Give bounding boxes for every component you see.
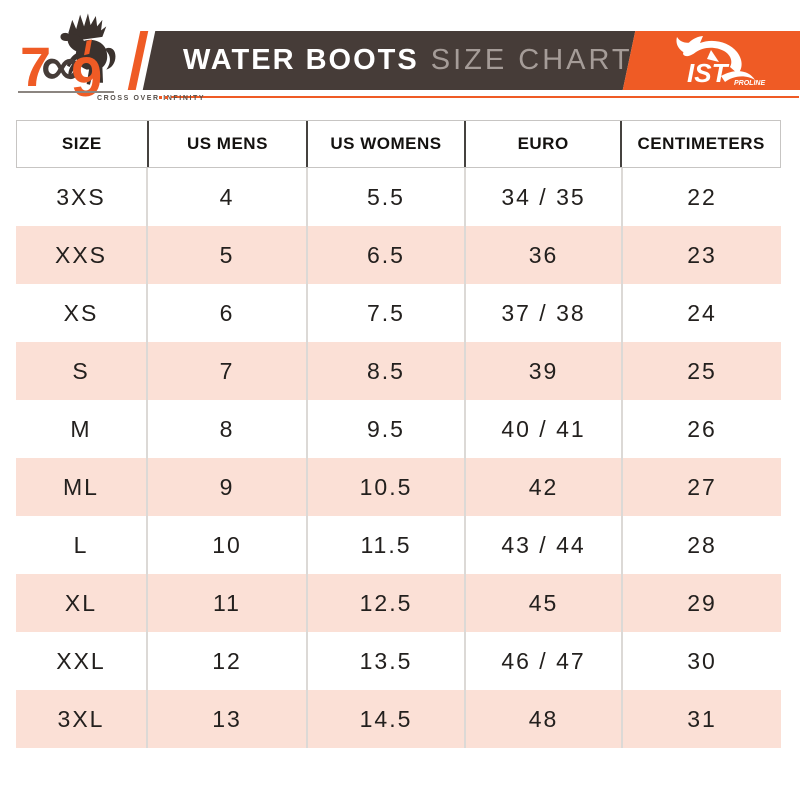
logo-underline bbox=[18, 91, 114, 93]
us-mens-cell: 13 bbox=[146, 690, 306, 748]
ist-proline-logo: IST PROLINE bbox=[676, 36, 765, 88]
us-womens-cell: 9.5 bbox=[306, 400, 464, 458]
table-row: ML 9 10.5 42 27 bbox=[16, 458, 781, 516]
us-mens-cell: 5 bbox=[146, 226, 306, 284]
size-cell: XXS bbox=[54, 241, 108, 268]
us-mens-cell: 9 bbox=[146, 458, 306, 516]
orange-divider-line bbox=[171, 96, 799, 98]
rearing-horse-icon bbox=[60, 13, 116, 85]
title-banner: WATER BOOTS SIZE CHART bbox=[142, 31, 636, 90]
brand-logo-709: 7 ∞ 9 bbox=[20, 34, 102, 105]
euro-cell: 39 bbox=[464, 342, 621, 400]
size-table: SIZE US MENS US WOMENS EURO CENTIMETERS … bbox=[16, 120, 781, 748]
us-womens-cell: 8.5 bbox=[306, 342, 464, 400]
euro-cell: 48 bbox=[464, 690, 621, 748]
size-cell: ML bbox=[63, 473, 99, 500]
us-womens-cell: 7.5 bbox=[306, 284, 464, 342]
table-body: 3XS 4 5.5 34 / 35 22 XXS 5 6.5 36 23 XS … bbox=[16, 168, 781, 748]
logo-digit-9: 9 bbox=[71, 45, 103, 109]
table-row: XS 6 7.5 37 / 38 24 bbox=[16, 284, 781, 342]
size-cell: 3XS bbox=[56, 183, 106, 210]
euro-cell: 36 bbox=[464, 226, 621, 284]
centimeters-cell: 30 bbox=[621, 632, 781, 690]
centimeters-cell: 22 bbox=[621, 168, 781, 226]
us-mens-cell: 7 bbox=[146, 342, 306, 400]
euro-cell: 37 / 38 bbox=[464, 284, 621, 342]
table-row: 3XL 13 14.5 48 31 bbox=[16, 690, 781, 748]
size-cell: 3XL bbox=[57, 705, 105, 732]
euro-cell: 40 / 41 bbox=[464, 400, 621, 458]
logo-digit-7: 7 bbox=[20, 35, 52, 99]
page-title-primary: WATER BOOTS bbox=[183, 44, 419, 76]
centimeters-cell: 29 bbox=[621, 574, 781, 632]
table-row: XXL 12 13.5 46 / 47 30 bbox=[16, 632, 781, 690]
us-mens-cell: 12 bbox=[146, 632, 306, 690]
table-row: L 10 11.5 43 / 44 28 bbox=[16, 516, 781, 574]
us-womens-cell: 12.5 bbox=[306, 574, 464, 632]
brand-tagline: CROSS OVER INFINITY bbox=[97, 95, 206, 102]
us-mens-cell: 4 bbox=[146, 168, 306, 226]
euro-cell: 34 / 35 bbox=[464, 168, 621, 226]
centimeters-cell: 24 bbox=[621, 284, 781, 342]
table-row: S 7 8.5 39 25 bbox=[16, 342, 781, 400]
ist-wordmark: IST bbox=[687, 58, 730, 88]
proline-wordmark: PROLINE bbox=[734, 80, 765, 87]
us-womens-cell: 6.5 bbox=[306, 226, 464, 284]
size-cell: XXL bbox=[56, 647, 106, 674]
size-cell: L bbox=[73, 531, 89, 558]
euro-cell: 43 / 44 bbox=[464, 516, 621, 574]
centimeters-cell: 28 bbox=[621, 516, 781, 574]
col-header-us-mens: US MENS bbox=[146, 121, 307, 167]
us-womens-cell: 13.5 bbox=[306, 632, 464, 690]
size-cell: S bbox=[72, 357, 90, 384]
us-mens-cell: 8 bbox=[146, 400, 306, 458]
table-row: XL 11 12.5 45 29 bbox=[16, 574, 781, 632]
col-header-size: SIZE bbox=[61, 134, 102, 153]
us-womens-cell: 11.5 bbox=[306, 516, 464, 574]
table-row: M 8 9.5 40 / 41 26 bbox=[16, 400, 781, 458]
accent-dots bbox=[159, 96, 168, 99]
us-mens-cell: 6 bbox=[146, 284, 306, 342]
us-mens-cell: 10 bbox=[146, 516, 306, 574]
centimeters-cell: 27 bbox=[621, 458, 781, 516]
size-cell: M bbox=[70, 415, 92, 442]
us-womens-cell: 14.5 bbox=[306, 690, 464, 748]
us-womens-cell: 10.5 bbox=[306, 458, 464, 516]
us-womens-cell: 5.5 bbox=[306, 168, 464, 226]
table-row: XXS 5 6.5 36 23 bbox=[16, 226, 781, 284]
col-header-centimeters: CENTIMETERS bbox=[620, 121, 780, 167]
centimeters-cell: 31 bbox=[621, 690, 781, 748]
col-header-us-womens: US WOMENS bbox=[306, 121, 464, 167]
centimeters-cell: 25 bbox=[621, 342, 781, 400]
euro-cell: 45 bbox=[464, 574, 621, 632]
leaping-dolphin-icon bbox=[676, 37, 692, 53]
centimeters-cell: 23 bbox=[621, 226, 781, 284]
centimeters-cell: 26 bbox=[621, 400, 781, 458]
euro-cell: 42 bbox=[464, 458, 621, 516]
table-header-row: SIZE US MENS US WOMENS EURO CENTIMETERS bbox=[16, 120, 781, 168]
size-cell: XS bbox=[63, 299, 99, 326]
col-header-euro: EURO bbox=[463, 121, 621, 167]
infinity-icon: ∞ bbox=[41, 34, 82, 97]
euro-cell: 46 / 47 bbox=[464, 632, 621, 690]
page-title-secondary: SIZE CHART bbox=[430, 44, 633, 76]
table-row: 3XS 4 5.5 34 / 35 22 bbox=[16, 168, 781, 226]
us-mens-cell: 11 bbox=[146, 574, 306, 632]
size-cell: XL bbox=[64, 589, 98, 616]
